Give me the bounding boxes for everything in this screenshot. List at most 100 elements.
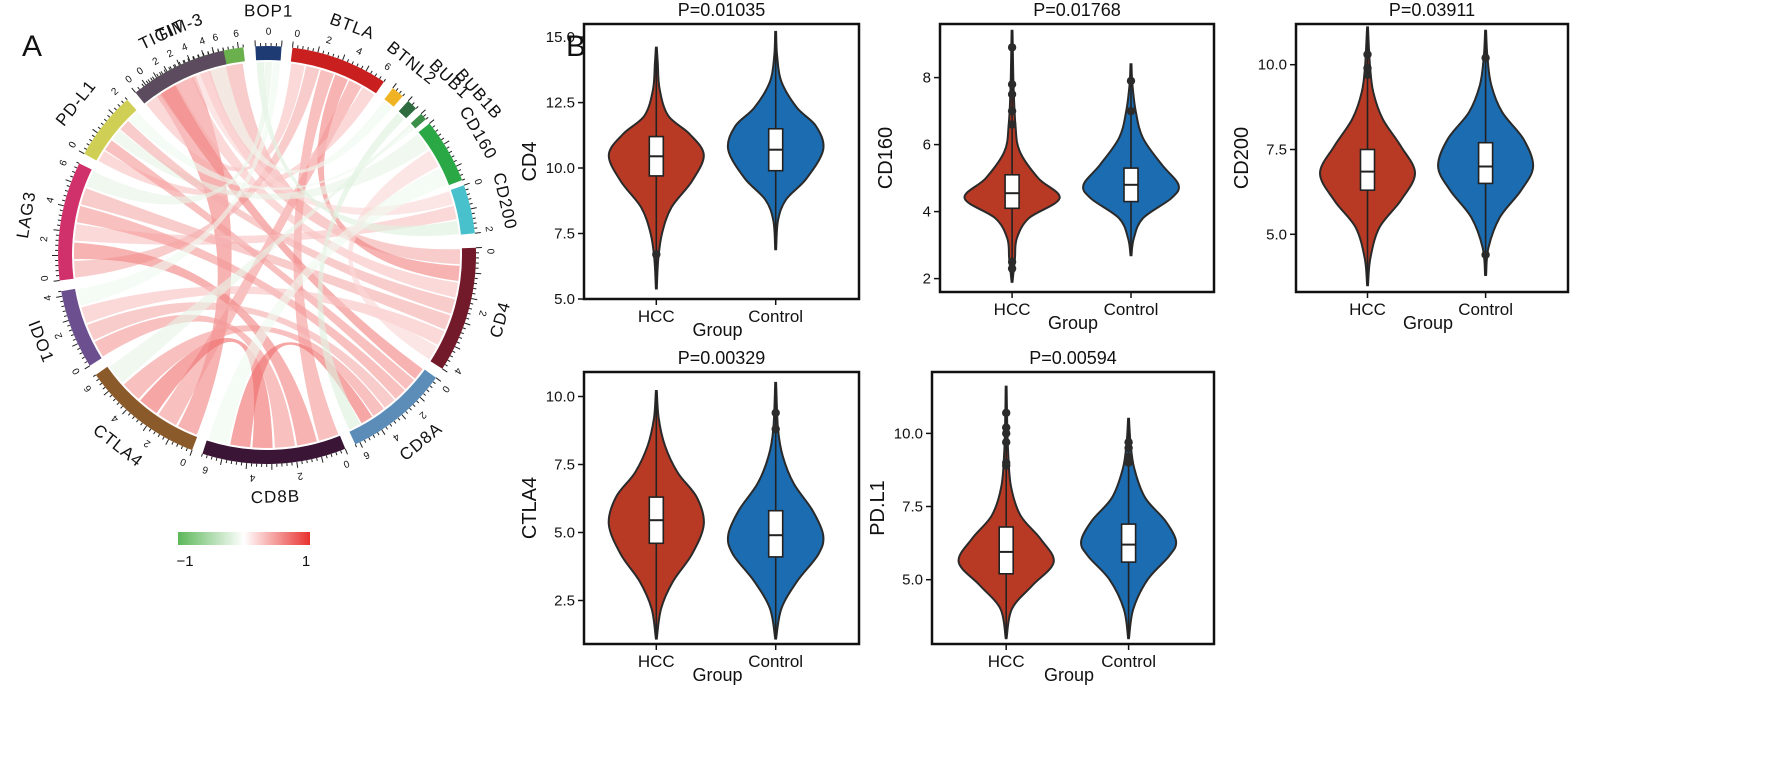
outlier-point — [1124, 458, 1133, 467]
x-tick-label-control: Control — [748, 652, 803, 671]
y-tick-label: 5.0 — [554, 291, 575, 308]
chord-link-bop1-ido1 — [77, 62, 281, 306]
outlier-point — [1007, 106, 1017, 116]
segment-ticks-btla — [292, 41, 386, 82]
y-tick-label: 10.0 — [546, 389, 575, 406]
segment-ticks-cd160 — [429, 119, 466, 181]
segment-tick-label: 0 — [124, 73, 136, 85]
outlier-point — [1124, 452, 1133, 461]
segment-ticks-tigit — [131, 47, 224, 93]
segment-tick-label: 6 — [382, 61, 393, 73]
segment-tick-label: 2 — [416, 409, 428, 421]
segment-bub1b — [410, 113, 426, 129]
x-tick-label-control: Control — [1104, 300, 1159, 319]
plot-title: P=0.00594 — [1029, 348, 1117, 368]
x-tick-label-hcc: HCC — [994, 300, 1031, 319]
segment-tick-label: 0 — [40, 275, 52, 282]
segment-tick-label: 4 — [42, 294, 54, 302]
segment-ticks-btnl2 — [392, 83, 406, 97]
segment-tick-label: 2 — [476, 309, 488, 318]
violin-plots: P=0.01035 CD4 Group 5.0 7.5 10.0 12.5 15.0 HCC Co… — [519, 0, 1570, 685]
segment-tigit — [135, 50, 227, 104]
outlier-point — [1007, 120, 1017, 129]
segment-tick-label: 6 — [58, 158, 70, 168]
y-tick-label: 2.5 — [554, 593, 575, 610]
box-hcc — [1004, 174, 1020, 210]
segment-ticks-bub1b — [420, 109, 429, 120]
chord-link-ido1-cd8b — [94, 314, 295, 448]
chord-link-cd160-cd8b — [208, 168, 447, 445]
segment-tick-label: 0 — [471, 178, 483, 187]
segment-tick-label: 4 — [45, 196, 57, 205]
outlier-point — [1007, 257, 1017, 267]
segment-label-bop1: BOP1 — [244, 1, 293, 20]
y-tick-label: 5.0 — [1266, 226, 1287, 243]
chord-link-tigit-cd8a — [161, 85, 423, 379]
segment-tick-label: 6 — [212, 32, 220, 44]
outlier-point — [1363, 50, 1372, 59]
x-axis-label: Group — [1044, 665, 1094, 685]
segment-tick-label: 0 — [266, 27, 272, 38]
y-axis-label: CD4 — [519, 141, 541, 181]
segment-ticks-cd4 — [442, 247, 482, 373]
segment-ticks-cd8a — [354, 377, 442, 448]
segment-ticks-lag3 — [52, 161, 80, 282]
segment-tick-label: 0 — [439, 383, 451, 394]
violin-panel-pd-l1: P=0.00594 PD.L1 Group 5.0 7.5 10.0 HCC Control — [867, 348, 1216, 685]
chord-link-bub1b-ctla4 — [109, 124, 412, 383]
segment-tick-label: 2 — [39, 235, 50, 242]
violin-panel-cd200: P=0.03911 CD200 Group 5.0 7.5 10.0 HCC Control — [1231, 0, 1570, 333]
y-tick-label: 12.5 — [546, 95, 575, 112]
segment-bop1 — [255, 45, 282, 61]
segment-tick-label: 0 — [135, 65, 146, 77]
segment-tick-label: 4 — [451, 365, 464, 376]
chord-link-btla-tigit — [146, 63, 305, 172]
chord-link-lag3-cd8a — [76, 205, 405, 399]
chord-link-btnl2-tigit — [210, 66, 392, 174]
segment-tick-label: 4 — [198, 36, 207, 48]
segment-tick-label: 2 — [109, 86, 121, 98]
segment-ticks-bub1 — [407, 96, 419, 109]
chord-link-lag3-cd8b — [73, 242, 317, 446]
segment-label-cd8a: CD8A — [396, 419, 446, 465]
y-tick-label: 10.0 — [1258, 57, 1287, 74]
color-legend-bar — [178, 532, 310, 545]
outlier-point — [1007, 80, 1017, 89]
y-axis-label: CTLA4 — [519, 477, 541, 539]
outlier-point — [1002, 429, 1011, 438]
segment-tick-label: 0 — [484, 248, 495, 254]
chord-link-ctla4-cd8b — [140, 337, 273, 448]
x-tick-label-hcc: HCC — [1349, 300, 1386, 319]
chord-link-lag3-cd4 — [80, 188, 451, 330]
y-tick-label: 8 — [923, 70, 931, 87]
x-tick-label-control: Control — [748, 307, 803, 326]
chord-link-bop1-cd200 — [256, 62, 459, 237]
segment-ticks-cd200 — [463, 182, 481, 234]
segment-tick-label: 2 — [142, 437, 153, 450]
segment-cd200 — [450, 185, 475, 235]
segment-tick-label: 4 — [180, 42, 190, 54]
segment-cd8a — [349, 369, 437, 445]
x-axis-label: Group — [692, 320, 742, 340]
segment-ido1 — [61, 288, 102, 366]
segment-cd4 — [430, 247, 477, 369]
segment-btla — [290, 47, 384, 94]
outlier-point — [1363, 70, 1372, 80]
segment-label-cd4: CD4 — [486, 299, 514, 340]
plot-frame — [1294, 22, 1570, 294]
y-tick-label: 7.5 — [554, 226, 575, 243]
segment-ticks-cd8b — [201, 448, 348, 470]
plot-title: P=0.01035 — [678, 0, 766, 20]
segment-tick-label: 0 — [67, 140, 80, 151]
y-axis-label: CD160 — [875, 127, 897, 189]
plot-frame — [930, 370, 1216, 646]
segment-tick-label: 6 — [361, 448, 371, 461]
y-tick-label: 2 — [923, 271, 931, 288]
y-axis-label: PD.L1 — [867, 480, 889, 536]
color-legend-max-label: 1 — [302, 553, 310, 570]
violin-panel-cd160: P=0.01768 CD160 Group 2 4 6 8 HCC Control — [875, 0, 1216, 333]
outlier-point — [1002, 458, 1011, 467]
outlier-point — [1363, 63, 1372, 73]
outlier-point — [1126, 106, 1136, 116]
